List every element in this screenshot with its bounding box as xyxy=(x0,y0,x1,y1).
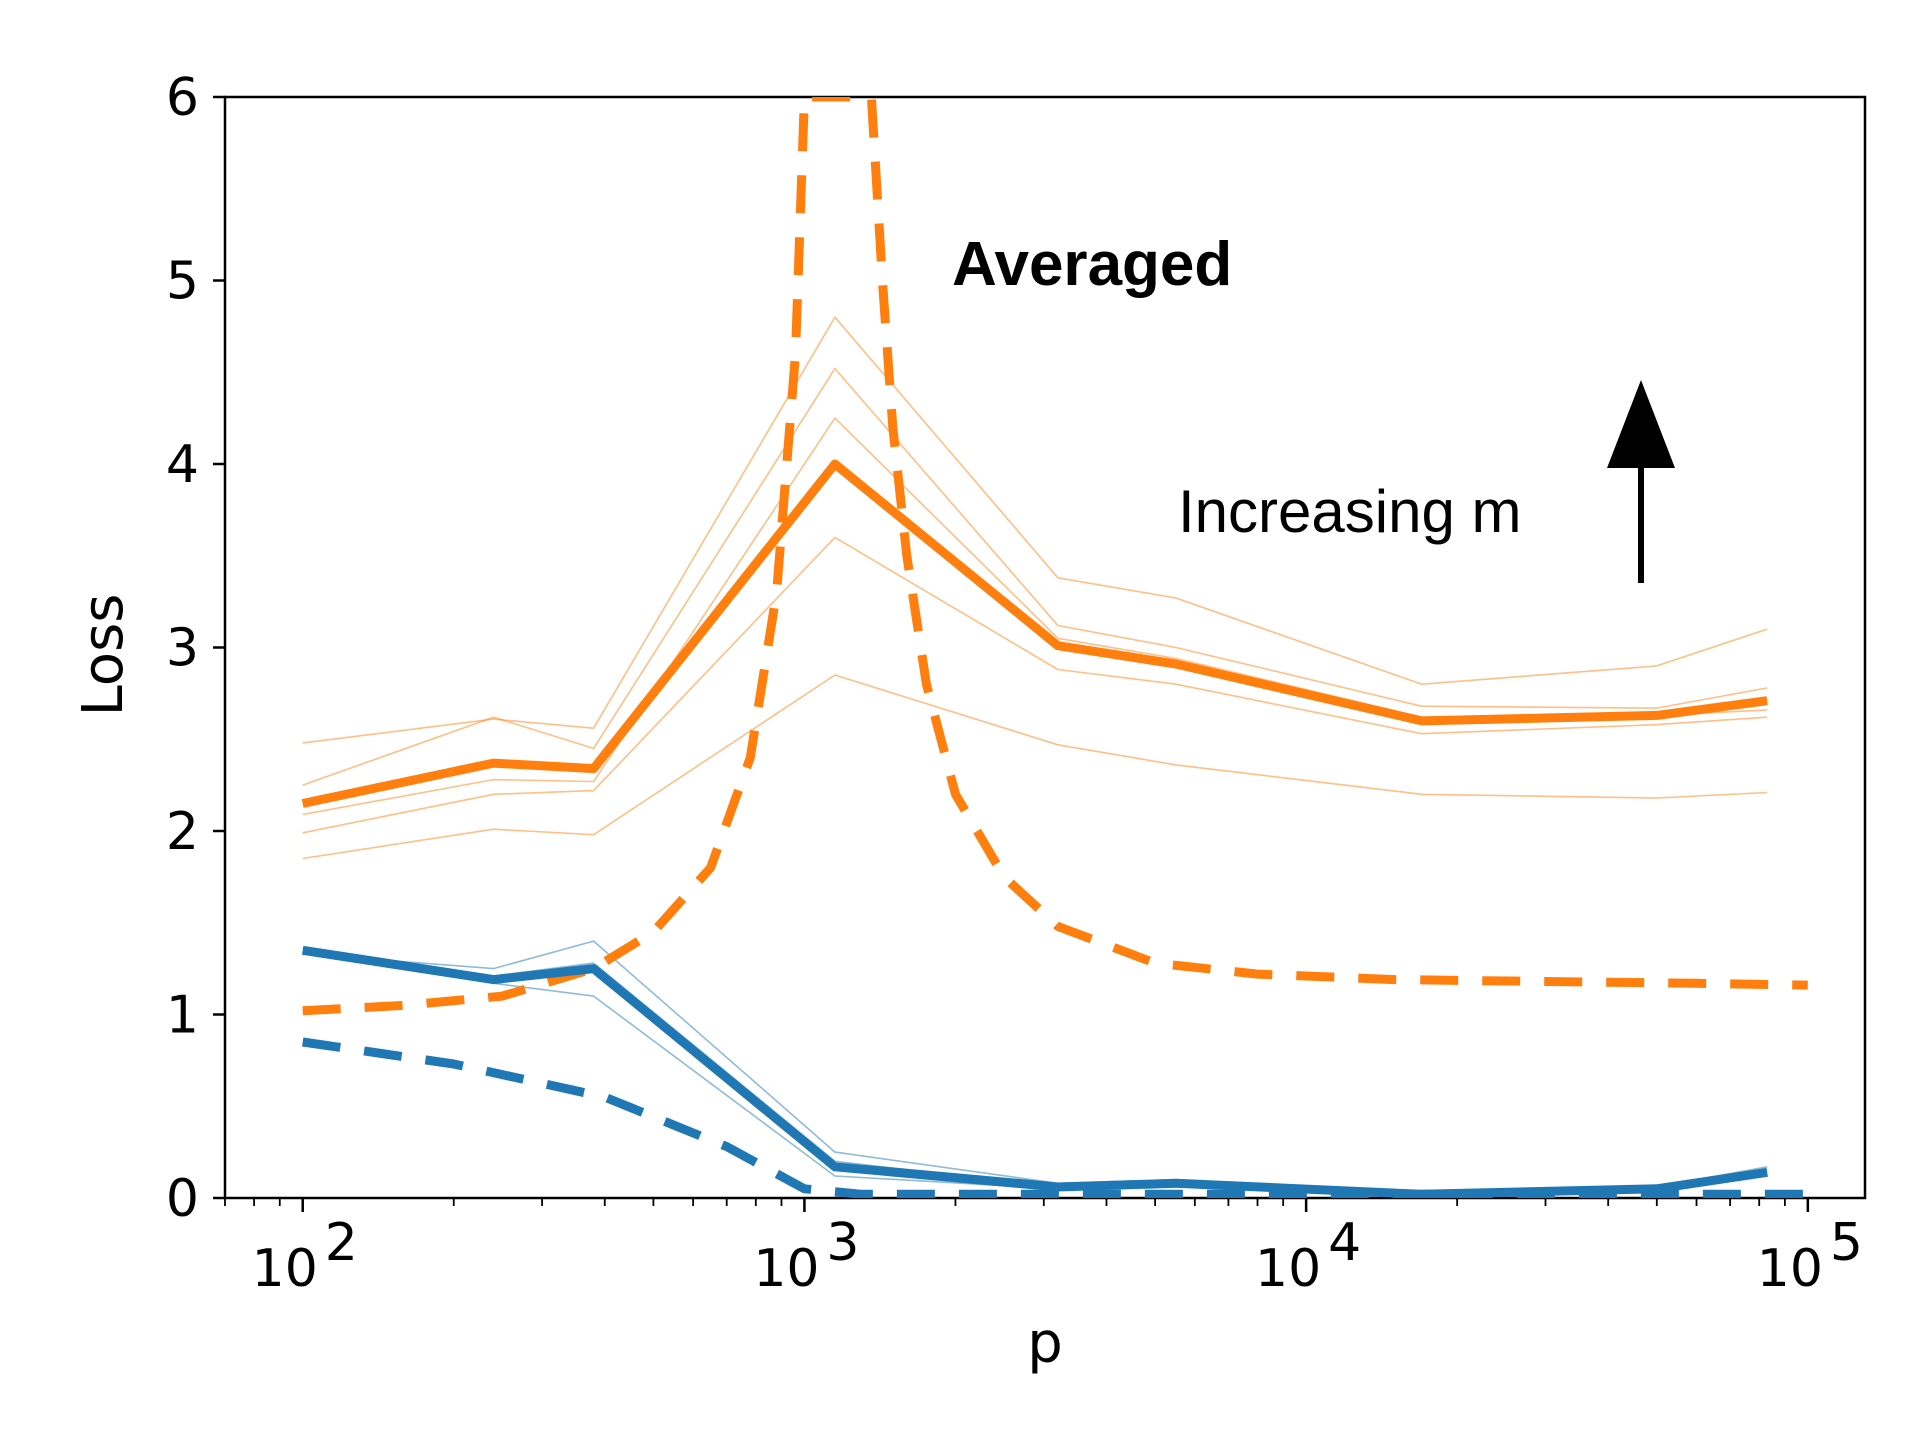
x-tick-label-3: 10 xyxy=(1757,1239,1823,1299)
series-line-blue-averaged xyxy=(302,945,1768,1198)
y-tick-label-4: 4 xyxy=(166,435,199,495)
y-tick-label-6: 6 xyxy=(166,68,199,128)
y-tick-label-2: 2 xyxy=(166,802,199,862)
series-line-orange-dashed xyxy=(302,97,1808,1016)
x-tick-label-0: 10 xyxy=(252,1239,318,1299)
chart-title: Averaged xyxy=(952,230,1232,299)
x-tick-exponent-0: 2 xyxy=(325,1213,358,1273)
x-tick-exponent-3: 5 xyxy=(1830,1213,1863,1273)
series-layer xyxy=(301,97,1808,1198)
y-tick-label-5: 5 xyxy=(166,252,199,312)
x-tick-exponent-1: 3 xyxy=(826,1213,859,1273)
increasing-m-annotation: Increasing m xyxy=(1178,380,1675,583)
series-line-orange-thin-3 xyxy=(302,417,1768,816)
series-line-blue-dashed xyxy=(302,1037,1808,1198)
series-line-orange-thin-1 xyxy=(302,674,1768,860)
series-line-orange-averaged xyxy=(301,459,1768,808)
series-line-orange-thin-2 xyxy=(302,536,1768,834)
x-tick-label-2: 10 xyxy=(1255,1239,1321,1299)
x-tick-label-1: 10 xyxy=(753,1239,819,1299)
y-tick-label-3: 3 xyxy=(166,619,199,679)
y-axis-label: Loss xyxy=(71,594,136,717)
x-tick-exponent-2: 4 xyxy=(1328,1213,1361,1273)
y-tick-label-0: 0 xyxy=(166,1169,199,1229)
x-axis-label: p xyxy=(1027,1311,1063,1376)
arrow-up-icon xyxy=(1607,380,1675,468)
annotation-text: Increasing m xyxy=(1178,478,1521,545)
series-line-orange-thin-4 xyxy=(302,367,1768,786)
y-tick-label-1: 1 xyxy=(166,986,199,1046)
series-line-orange-thin-5 xyxy=(302,316,1768,744)
